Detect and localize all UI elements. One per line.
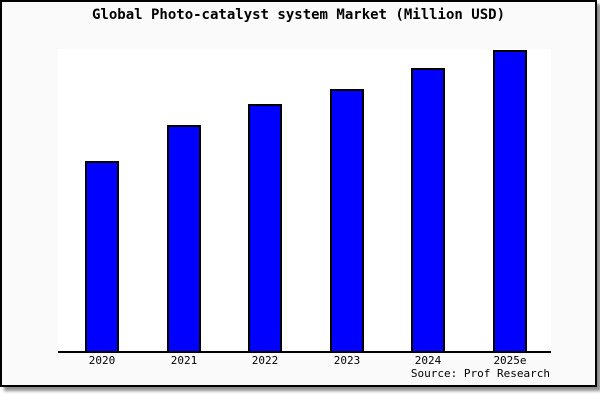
x-tick-2022: 2022 [251,354,279,367]
x-tick-2021: 2021 [170,354,198,367]
bar-2021 [167,125,201,351]
plot-area [58,49,551,353]
chart-title: Global Photo-catalyst system Market (Mil… [91,7,505,23]
bar-2025e [493,50,527,351]
bar-2022 [248,104,282,351]
x-tick-2020: 2020 [88,354,116,367]
bar-2023 [330,89,364,351]
x-tick-2025e: 2025e [493,354,527,367]
x-tick-2023: 2023 [333,354,361,367]
chart-panel: Global Photo-catalyst system Market (Mil… [0,0,597,387]
bar-2024 [411,68,445,351]
bar-2020 [85,161,119,351]
source-note: Source: Prof Research [410,367,550,380]
x-tick-2024: 2024 [414,354,442,367]
